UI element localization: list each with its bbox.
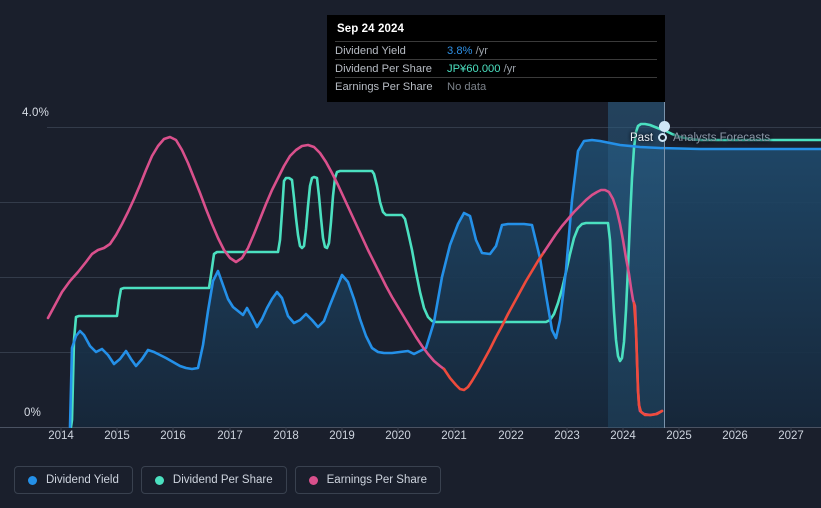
dividend-yield-line bbox=[68, 138, 821, 428]
tooltip-row-dividend-per-share: Dividend Per Share JP¥60.000 /yr bbox=[335, 59, 657, 77]
cursor-point-marker bbox=[659, 121, 670, 132]
earnings-per-share-line bbox=[46, 135, 446, 371]
dividend-yield-area bbox=[70, 140, 821, 427]
legend-item-dividend-per-share[interactable]: Dividend Per Share bbox=[140, 466, 287, 494]
analysts-forecasts-label: Analysts Forecasts bbox=[673, 132, 771, 144]
earnings-per-share-swatch-icon bbox=[308, 475, 318, 485]
dividend-yield-swatch-icon bbox=[28, 475, 37, 485]
tooltip-date: Sep 24 2024 bbox=[337, 23, 404, 35]
earnings-per-share-line-negative bbox=[442, 250, 546, 392]
x-axis-label-2024: 2024 bbox=[610, 430, 636, 442]
x-axis-label-2020: 2020 bbox=[385, 430, 411, 442]
tooltip-label-earnings-per-share: Earnings Per Share bbox=[335, 80, 433, 93]
earnings-per-share-line-tail-negative bbox=[632, 301, 664, 417]
tooltip-value-text-dividend-per-share: JP¥60.000 bbox=[447, 62, 501, 75]
tooltip-row-dividend-yield: Dividend Yield 3.8% /yr bbox=[335, 41, 657, 59]
x-axis-label-2021: 2021 bbox=[441, 430, 467, 442]
tooltip-value-dividend-per-share: JP¥60.000 /yr bbox=[447, 63, 516, 75]
tooltip-label-dividend-yield: Dividend Yield bbox=[335, 44, 406, 57]
tooltip-value-text-earnings-per-share: No data bbox=[447, 80, 487, 93]
dividend-per-share-line bbox=[69, 122, 821, 428]
x-axis-label-2015: 2015 bbox=[104, 430, 130, 442]
chart-canvas[interactable] bbox=[0, 0, 821, 455]
y-axis-label-max: 4.0% bbox=[22, 107, 50, 119]
legend-label-dividend-per-share: Dividend Per Share bbox=[172, 474, 273, 486]
chart-legend: Dividend Yield Dividend Per Share Earnin… bbox=[14, 466, 441, 494]
dividend-per-share-swatch-icon bbox=[154, 475, 164, 485]
tooltip-bottom-padding bbox=[327, 95, 665, 102]
legend-item-earnings-per-share[interactable]: Earnings Per Share bbox=[294, 466, 441, 494]
x-axis-label-2022: 2022 bbox=[498, 430, 524, 442]
x-tick-marks bbox=[60, 427, 792, 432]
x-axis-label-2018: 2018 bbox=[273, 430, 299, 442]
x-axis-label-2014: 2014 bbox=[48, 430, 74, 442]
x-axis-label-2019: 2019 bbox=[329, 430, 355, 442]
phase-divider-dot bbox=[658, 133, 667, 142]
y-axis-label-min: 0% bbox=[24, 407, 42, 419]
x-axis-label-2026: 2026 bbox=[722, 430, 748, 442]
tooltip-row-earnings-per-share: Earnings Per Share No data bbox=[335, 77, 657, 95]
x-axis-label-2023: 2023 bbox=[554, 430, 580, 442]
x-axis-label-2017: 2017 bbox=[217, 430, 243, 442]
legend-label-dividend-yield: Dividend Yield bbox=[46, 474, 119, 486]
legend-label-earnings-per-share: Earnings Per Share bbox=[326, 474, 427, 486]
tooltip-value-text-dividend-yield: 3.8% bbox=[447, 44, 473, 57]
tooltip-unit-dividend-yield: /yr bbox=[475, 44, 489, 57]
x-axis-label-2016: 2016 bbox=[160, 430, 186, 442]
chart-svg bbox=[0, 100, 821, 432]
x-axis-label-2025: 2025 bbox=[666, 430, 692, 442]
tooltip-value-dividend-yield: 3.8% /yr bbox=[447, 45, 488, 57]
past-label: Past bbox=[630, 132, 654, 144]
tooltip-value-earnings-per-share: No data bbox=[447, 81, 486, 93]
tooltip-unit-dividend-per-share: /yr bbox=[503, 62, 517, 75]
chart-tooltip: Sep 24 2024 Dividend Yield 3.8% /yr Divi… bbox=[327, 15, 665, 102]
legend-item-dividend-yield[interactable]: Dividend Yield bbox=[14, 466, 133, 494]
x-axis-label-2027: 2027 bbox=[778, 430, 804, 442]
tooltip-label-dividend-per-share: Dividend Per Share bbox=[335, 62, 433, 75]
